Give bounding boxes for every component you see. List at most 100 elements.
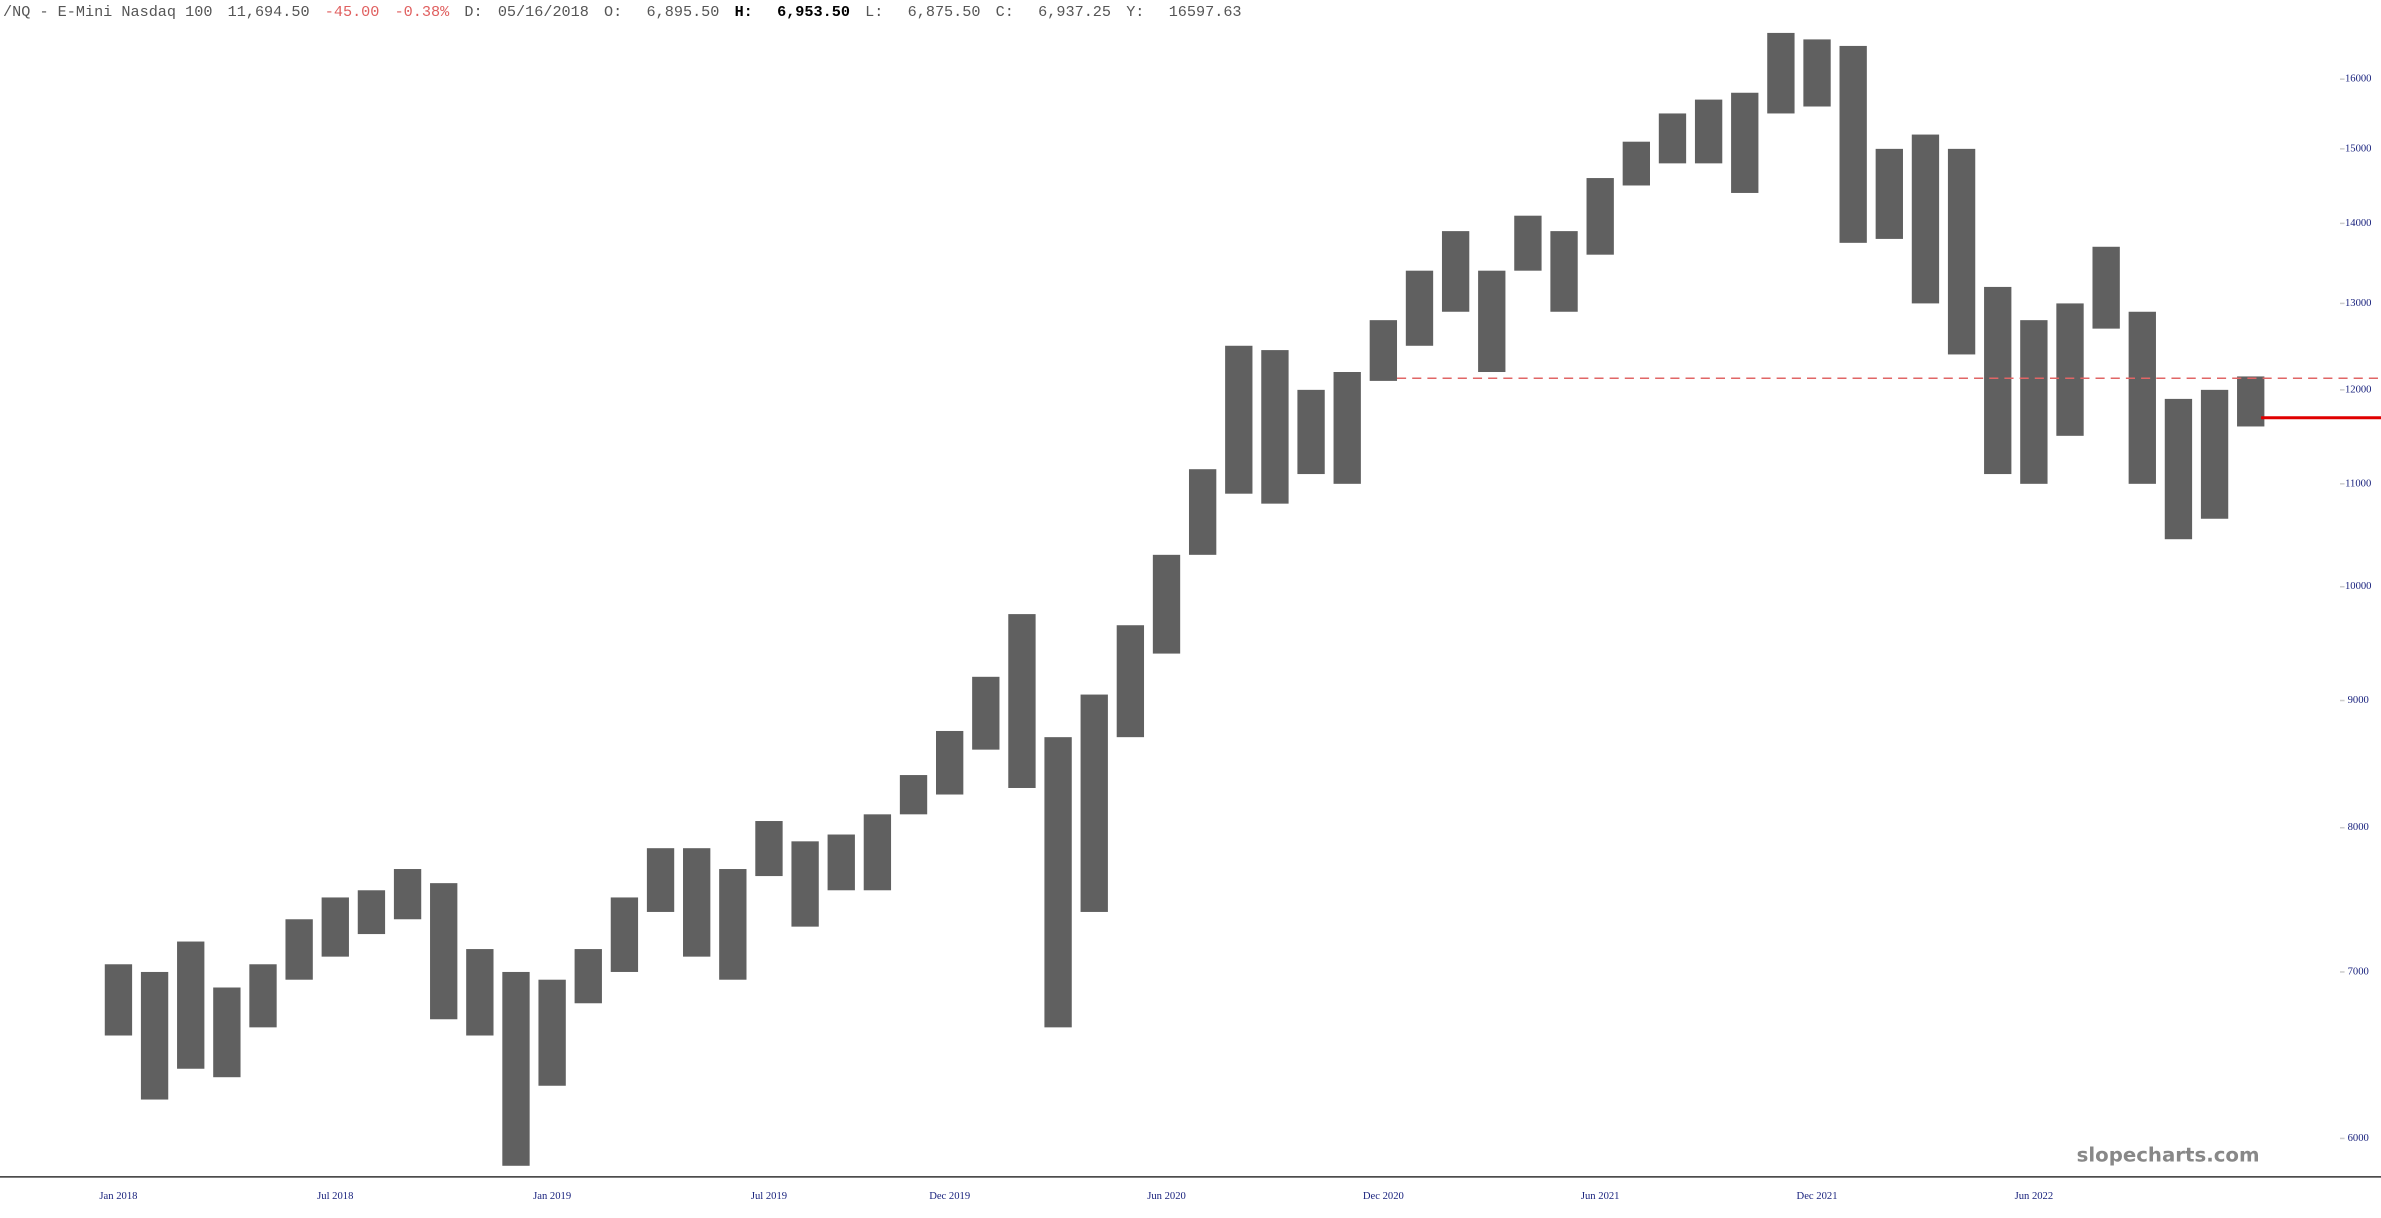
- x-tick-label: Jun 2020: [1147, 1191, 1186, 1202]
- price-bar: [177, 941, 205, 1069]
- price-bar: [646, 848, 675, 912]
- date: 05/16/2018: [498, 3, 589, 21]
- price-bar: [1261, 350, 1289, 504]
- y-tick-label: 13000: [2345, 298, 2372, 309]
- price-bar: [1984, 286, 2012, 475]
- low: 6,875.50: [908, 3, 981, 21]
- price-bar: [2164, 398, 2193, 540]
- price-bar: [1514, 215, 1542, 271]
- change: -45.00: [325, 3, 380, 21]
- price-bar: [1694, 99, 1723, 164]
- open-label: O:: [604, 3, 622, 21]
- price-bar: [1875, 148, 1903, 239]
- price-bar: [357, 890, 386, 935]
- high-label: H:: [735, 3, 753, 21]
- y-label: Y:: [1126, 3, 1144, 21]
- price-bar: [104, 964, 133, 1036]
- y-tick-label: 11000: [2345, 478, 2371, 489]
- x-tick-label: Dec 2021: [1797, 1191, 1838, 1202]
- x-tick-label: Jun 2022: [2015, 1191, 2054, 1202]
- y-tick-label: 6000: [2348, 1133, 2369, 1144]
- open: 6,895.50: [647, 3, 720, 21]
- x-tick-label: Jul 2019: [751, 1191, 787, 1202]
- price-bar: [1152, 554, 1181, 654]
- price-bar: [1008, 614, 1036, 788]
- price-bar: [1116, 625, 1145, 738]
- price-bar: [610, 897, 639, 972]
- price-bar: [1658, 113, 1687, 164]
- x-tick-label: Dec 2020: [1363, 1191, 1404, 1202]
- y-tick-label: 16000: [2345, 74, 2372, 85]
- price-bar: [2200, 389, 2229, 519]
- price-bar: [899, 775, 928, 815]
- x-tick-label: Jan 2019: [533, 1191, 571, 1202]
- price-bar: [2128, 311, 2156, 484]
- price-bar: [1333, 372, 1361, 484]
- price-bar: [1803, 39, 1831, 107]
- y-tick-label: 9000: [2348, 695, 2369, 706]
- y-value: 16597.63: [1169, 3, 1242, 21]
- price-bar: [502, 971, 530, 1166]
- date-label: D:: [464, 3, 482, 21]
- x-tick-label: Jan 2018: [99, 1191, 137, 1202]
- price-bar: [1297, 389, 1325, 475]
- price-bar: [827, 834, 855, 891]
- x-tick-label: Jun 2021: [1581, 1191, 1620, 1202]
- price-bar: [1911, 134, 1940, 304]
- price-bar: [719, 869, 747, 980]
- high: 6,953.50: [777, 3, 850, 21]
- price-bar: [249, 964, 277, 1028]
- change-pct: -0.38%: [395, 3, 451, 21]
- price-bar: [1369, 320, 1398, 381]
- price-bar: [1044, 737, 1072, 1028]
- price-bar: [1731, 92, 1759, 193]
- price-bar: [430, 883, 458, 1020]
- price-bar: [1405, 270, 1434, 346]
- price-bar: [1080, 694, 1108, 912]
- price-bar: [1188, 469, 1217, 555]
- close: 6,937.25: [1038, 3, 1111, 21]
- x-tick-label: Dec 2019: [929, 1191, 970, 1202]
- price-bar: [1225, 345, 1253, 494]
- price-bar: [1947, 148, 1976, 355]
- header: /NQ - E-Mini Nasdaq 100 11,694.50 -45.00…: [3, 3, 1242, 21]
- y-tick-label: 12000: [2345, 384, 2372, 395]
- close-label: C:: [996, 3, 1014, 21]
- price-bar: [1550, 231, 1578, 312]
- price-bar: [1586, 178, 1614, 255]
- price-bar: [936, 730, 964, 795]
- last: 11,694.50: [228, 3, 310, 21]
- symbol: /NQ - E-Mini Nasdaq 100: [3, 3, 212, 21]
- price-bar: [2020, 320, 2048, 484]
- price-bar: [213, 987, 241, 1078]
- watermark: slopecharts.com: [2077, 1144, 2260, 1167]
- price-bar: [285, 919, 313, 980]
- price-bar: [321, 897, 349, 957]
- price-bar: [755, 821, 783, 877]
- price-bar: [791, 841, 819, 927]
- price-bar: [393, 869, 422, 920]
- price-bar: [683, 848, 711, 957]
- price-bar: [538, 979, 566, 1086]
- low-label: L:: [865, 3, 883, 21]
- y-tick-label: 8000: [2348, 822, 2369, 833]
- x-tick-label: Jul 2018: [317, 1191, 353, 1202]
- y-tick-label: 14000: [2345, 218, 2372, 229]
- price-bar: [863, 814, 892, 891]
- price-bar: [2056, 303, 2084, 436]
- price-bar: [2092, 246, 2120, 329]
- y-tick-label: 7000: [2348, 966, 2369, 977]
- price-bar: [1622, 141, 1650, 186]
- y-tick-label: 10000: [2345, 581, 2372, 592]
- price-bar: [1767, 32, 1795, 114]
- price-bar: [972, 676, 1000, 750]
- price-bar: [1839, 45, 1867, 243]
- price-bar: [1478, 270, 1506, 373]
- price-bar: [574, 949, 602, 1004]
- price-bar: [140, 971, 169, 1100]
- price-bar: [1441, 231, 1470, 312]
- y-tick-label: 15000: [2345, 143, 2372, 154]
- price-bar: [2237, 376, 2265, 427]
- price-bar: [466, 949, 494, 1036]
